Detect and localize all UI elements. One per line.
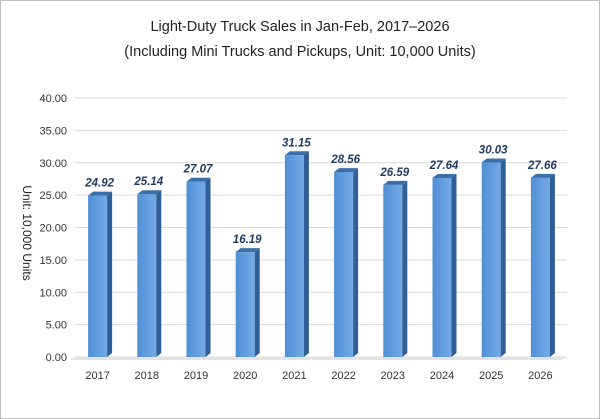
x-tick-label: 2017: [85, 370, 109, 382]
x-tick-label: 2024: [430, 370, 454, 382]
y-axis-label: Unit: 10,000 Units: [20, 185, 34, 280]
bar-2022: [334, 168, 359, 357]
bar-2025: [481, 158, 506, 357]
data-label: 27.66: [527, 160, 557, 172]
y-tick-label: 40.00: [39, 93, 67, 105]
data-label: 25.14: [133, 176, 163, 188]
x-tick-label: 2023: [381, 370, 405, 382]
bar-front: [186, 181, 206, 357]
bar-top: [530, 173, 555, 178]
data-label: 28.56: [330, 154, 360, 166]
bar-2020: [235, 248, 260, 357]
bar-2024: [432, 174, 457, 357]
bars: [88, 151, 555, 357]
data-label: 27.07: [183, 164, 213, 176]
bar-2026: [530, 173, 555, 357]
bar-top: [383, 180, 408, 185]
bar-side: [549, 173, 555, 357]
bar-front: [137, 194, 157, 357]
bar-front: [383, 184, 403, 357]
data-label: 27.64: [429, 160, 459, 172]
bar-2018: [137, 190, 162, 357]
bar-2023: [383, 180, 408, 357]
bar-front: [88, 195, 108, 357]
bar-side: [156, 190, 162, 357]
x-tick-label: 2022: [331, 370, 355, 382]
y-tick-label: 20.00: [39, 223, 67, 235]
bar-side: [500, 158, 506, 357]
bar-side: [353, 168, 359, 357]
bar-front: [530, 177, 550, 357]
data-label: 26.59: [379, 167, 409, 179]
y-tick-label: 5.00: [46, 320, 67, 332]
bar-front: [235, 252, 255, 357]
x-tick-label: 2026: [528, 370, 552, 382]
bar-side: [303, 151, 309, 357]
bar-top: [432, 174, 457, 179]
data-label: 30.03: [479, 145, 508, 157]
y-tick-label: 35.00: [39, 125, 67, 137]
bar-top: [235, 248, 260, 253]
bar-top: [186, 177, 211, 182]
x-tick-label: 2018: [135, 370, 159, 382]
chart-title: Light-Duty Truck Sales in Jan-Feb, 2017–…: [150, 19, 449, 35]
x-tick-label: 2021: [282, 370, 306, 382]
y-tick-label: 15.00: [39, 255, 67, 267]
x-tick-label: 2025: [479, 370, 503, 382]
y-tick-label: 30.00: [39, 158, 67, 170]
bar-top: [137, 190, 162, 195]
bar-top: [334, 168, 359, 173]
y-tick-label: 0.00: [46, 352, 67, 364]
bar-side: [107, 191, 113, 357]
x-tick-label: 2019: [184, 370, 208, 382]
data-label: 24.92: [84, 178, 114, 190]
chart-subtitle: (Including Mini Trucks and Pickups, Unit…: [124, 44, 475, 60]
data-labels: 24.92 25.14 27.07 16.19 31.15 28.56 26.59 27.64…: [84, 137, 557, 246]
data-label: 31.15: [282, 137, 311, 149]
data-label: 16.19: [233, 234, 262, 246]
x-tick-label: 2020: [233, 370, 257, 382]
bar-front: [284, 155, 304, 357]
bar-2019: [186, 177, 211, 357]
bar-2017: [88, 191, 113, 357]
y-tick-label: 10.00: [39, 287, 67, 299]
bar-side: [402, 180, 408, 357]
bar-front: [334, 172, 354, 357]
bar-front: [432, 178, 452, 357]
y-tick-label: 25.00: [39, 190, 67, 202]
x-axis-ticks: 2017 2018 2019 2020 2021 2022 2023 2024 2025 2026: [85, 370, 552, 382]
bar-side: [451, 174, 457, 357]
y-axis-ticks: 0.00 5.00 10.00 15.00 20.00 25.00 30.00 35.00 40…: [39, 93, 67, 364]
bar-side: [254, 248, 260, 357]
bar-side: [205, 177, 211, 357]
bar-2021: [284, 151, 309, 357]
bar-top: [481, 158, 506, 163]
bar-top: [284, 151, 309, 156]
bar-front: [481, 162, 501, 357]
floor: [69, 357, 567, 360]
bar-top: [88, 191, 113, 196]
